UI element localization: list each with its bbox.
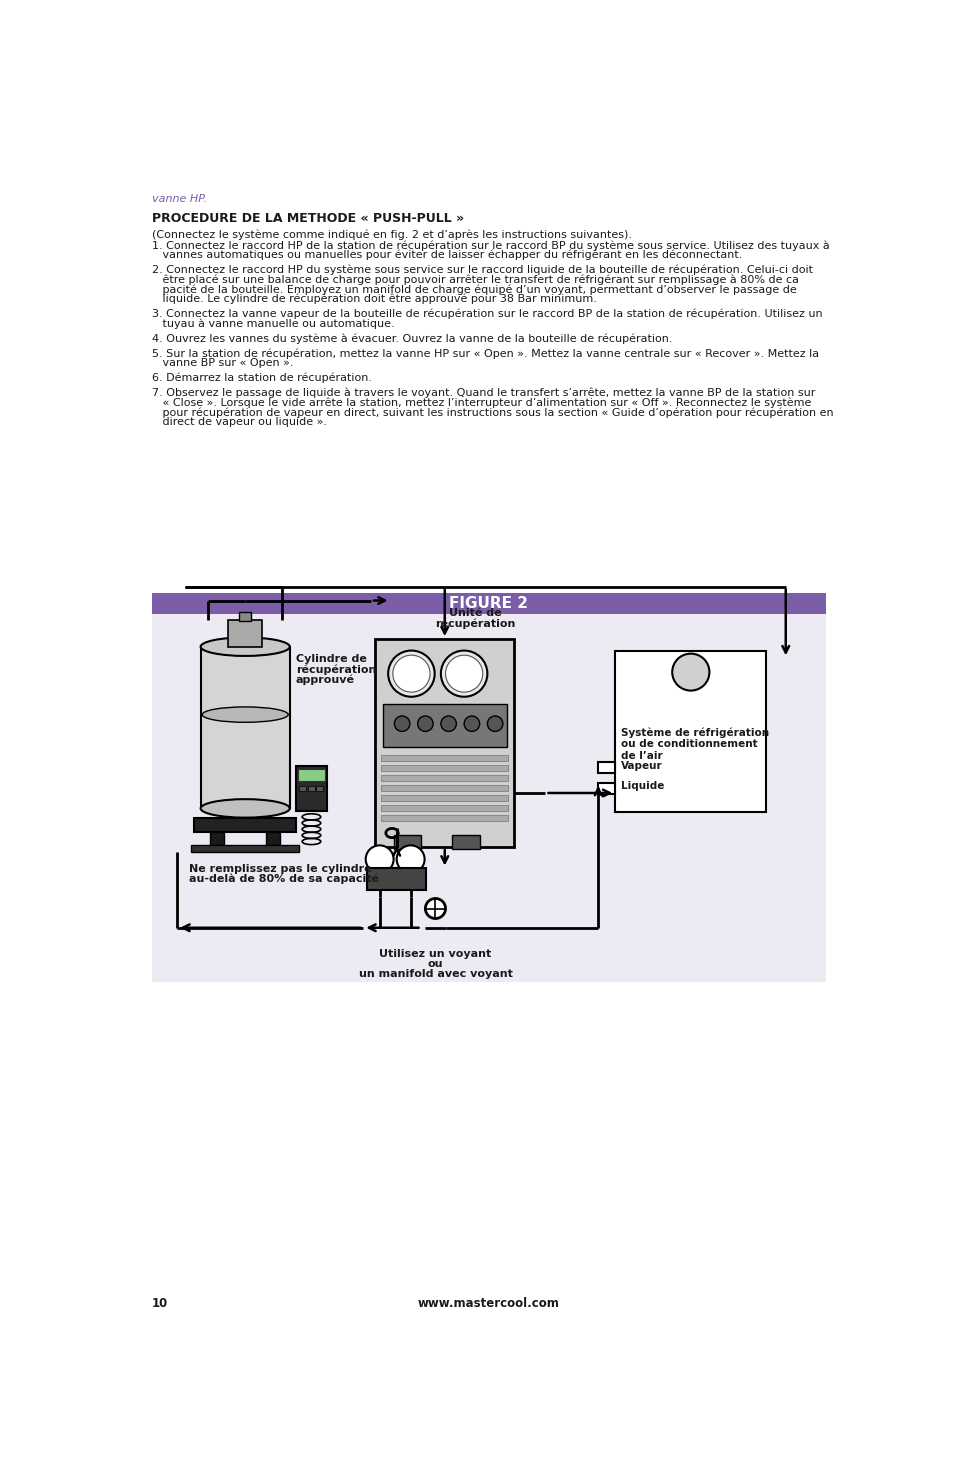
Bar [367, 869, 426, 889]
Circle shape [417, 715, 433, 732]
Text: approuvé: approuvé [295, 674, 355, 684]
Bar [192, 845, 298, 851]
Circle shape [440, 650, 487, 696]
Text: direct de vapeur ou liquide ».: direct de vapeur ou liquide ». [152, 417, 327, 426]
Bar [381, 755, 508, 761]
Bar [615, 650, 765, 813]
Text: Ne remplissez pas le cylindre: Ne remplissez pas le cylindre [189, 864, 372, 873]
Text: 1. Connectez le raccord HP de la station de récupération sur le raccord BP du sy: 1. Connectez le raccord HP de la station… [152, 240, 829, 251]
Bar [598, 783, 615, 794]
Text: Système de réfrigération: Système de réfrigération [620, 727, 769, 738]
Ellipse shape [202, 707, 288, 723]
Bar [200, 646, 290, 808]
Text: pacité de la bouteille. Employez un manifold de charge équipé d’un voyant, perme: pacité de la bouteille. Employez un mani… [152, 285, 796, 295]
Text: 5. Sur la station de récupération, mettez la vanne HP sur « Open ». Mettez la va: 5. Sur la station de récupération, mette… [152, 348, 818, 358]
Bar [375, 639, 514, 847]
Text: 6. Démarrez la station de récupération.: 6. Démarrez la station de récupération. [152, 373, 372, 384]
Bar [202, 714, 288, 799]
Text: Vapeur: Vapeur [620, 761, 662, 770]
Text: www.mastercool.com: www.mastercool.com [417, 1298, 559, 1310]
Text: vanne HP.: vanne HP. [152, 193, 207, 204]
Circle shape [388, 650, 435, 696]
Circle shape [672, 653, 709, 690]
Bar [238, 612, 251, 621]
Circle shape [425, 898, 445, 919]
Text: ou: ou [427, 959, 443, 969]
Bar [315, 786, 323, 792]
Text: 10: 10 [152, 1298, 168, 1310]
Text: Unité de: Unité de [449, 608, 501, 618]
Text: liquide. Le cylindre de récupération doit être approuvé pour 38 Bar minimum.: liquide. Le cylindre de récupération doi… [152, 294, 596, 304]
Text: PROCEDURE DE LA METHODE « PUSH-PULL »: PROCEDURE DE LA METHODE « PUSH-PULL » [152, 212, 463, 226]
Bar [194, 817, 295, 832]
Bar [152, 593, 825, 615]
Ellipse shape [200, 637, 290, 656]
Circle shape [487, 715, 502, 732]
Bar [266, 832, 280, 845]
Text: ou de conditionnement: ou de conditionnement [620, 739, 758, 749]
Text: 2. Connectez le raccord HP du système sous service sur le raccord liquide de la : 2. Connectez le raccord HP du système so… [152, 266, 812, 276]
Bar [381, 814, 508, 822]
Circle shape [365, 845, 394, 873]
Text: vanne BP sur « Open ».: vanne BP sur « Open ». [152, 358, 293, 367]
Circle shape [396, 845, 424, 873]
Bar [381, 764, 508, 771]
Text: 3. Connectez la vanne vapeur de la bouteille de récupération sur le raccord BP d: 3. Connectez la vanne vapeur de la boute… [152, 308, 821, 319]
Text: Utilisez un voyant: Utilisez un voyant [379, 950, 491, 959]
Circle shape [394, 715, 410, 732]
Bar [394, 835, 421, 850]
Text: être placé sur une balance de charge pour pouvoir arrêter le transfert de réfrig: être placé sur une balance de charge pou… [152, 274, 798, 285]
Text: (Connectez le système comme indiqué en fig. 2 et d’après les instructions suivan: (Connectez le système comme indiqué en f… [152, 229, 631, 240]
Circle shape [393, 655, 430, 692]
Bar [298, 768, 324, 782]
Bar [381, 795, 508, 801]
Bar [298, 786, 306, 792]
Bar [228, 620, 261, 646]
Circle shape [445, 655, 482, 692]
Text: 7. Observez le passage de liquide à travers le voyant. Quand le transfert s’arrê: 7. Observez le passage de liquide à trav… [152, 388, 814, 398]
Text: FIGURE 2: FIGURE 2 [449, 596, 528, 611]
Bar [452, 835, 479, 850]
Text: récupération: récupération [295, 664, 375, 676]
Bar [210, 832, 224, 845]
Text: au-delà de 80% de sa capacité: au-delà de 80% de sa capacité [189, 873, 378, 885]
Text: « Close ». Lorsque le vide arrête la station, mettez l’interrupteur d’alimentati: « Close ». Lorsque le vide arrête la sta… [152, 398, 810, 409]
Text: Liquide: Liquide [620, 782, 664, 792]
Text: vannes automatiques ou manuelles pour éviter de laisser échapper du réfrigérant : vannes automatiques ou manuelles pour év… [152, 249, 741, 260]
Circle shape [440, 715, 456, 732]
Ellipse shape [200, 799, 290, 817]
Text: de l’air: de l’air [620, 751, 662, 761]
Bar [307, 786, 314, 792]
Text: Cylindre de: Cylindre de [295, 655, 367, 664]
Circle shape [464, 715, 479, 732]
Text: pour récupération de vapeur en direct, suivant les instructions sous la section : pour récupération de vapeur en direct, s… [152, 407, 833, 417]
Bar [152, 615, 825, 982]
Text: 4. Ouvrez les vannes du système à évacuer. Ouvrez la vanne de la bouteille de ré: 4. Ouvrez les vannes du système à évacue… [152, 333, 672, 344]
Bar [295, 766, 327, 811]
Bar [598, 763, 615, 773]
Bar [381, 774, 508, 782]
Text: un manifold avec voyant: un manifold avec voyant [358, 969, 512, 979]
Text: tuyau à vanne manuelle ou automatique.: tuyau à vanne manuelle ou automatique. [152, 319, 394, 329]
Bar [381, 804, 508, 811]
Bar [381, 785, 508, 792]
Text: récupération: récupération [436, 620, 516, 630]
Bar [382, 705, 506, 746]
